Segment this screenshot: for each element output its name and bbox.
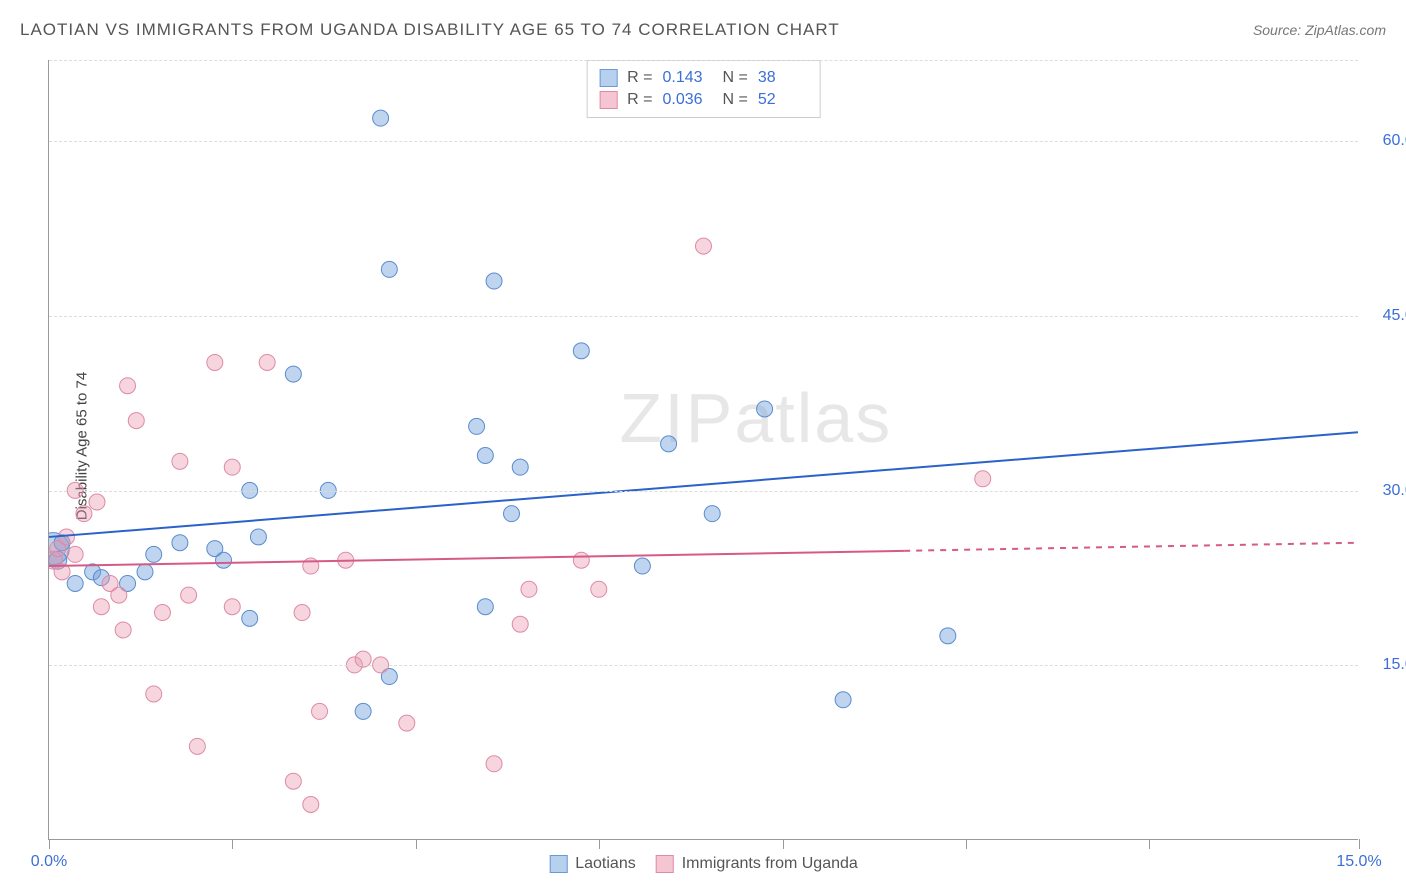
y-tick-label: 15.0% bbox=[1368, 656, 1406, 674]
scatter-point bbox=[975, 471, 991, 487]
source-text: Source: ZipAtlas.com bbox=[1253, 22, 1386, 38]
x-tick bbox=[966, 839, 967, 849]
stat-legend-row: R = 0.143 N = 38 bbox=[599, 67, 808, 89]
scatter-point bbox=[181, 587, 197, 603]
scatter-point bbox=[381, 261, 397, 277]
stat-n-label: N = bbox=[723, 69, 748, 87]
grid-line bbox=[49, 316, 1358, 317]
scatter-point bbox=[477, 448, 493, 464]
x-tick-label: 15.0% bbox=[1336, 853, 1381, 871]
scatter-point bbox=[294, 605, 310, 621]
scatter-point bbox=[940, 628, 956, 644]
series-name: Laotians bbox=[575, 855, 636, 873]
scatter-point bbox=[486, 273, 502, 289]
scatter-point bbox=[303, 796, 319, 812]
stat-legend-row: R = 0.036 N = 52 bbox=[599, 89, 808, 111]
stat-r-value: 0.036 bbox=[663, 91, 713, 109]
scatter-point bbox=[504, 506, 520, 522]
chart-title: LAOTIAN VS IMMIGRANTS FROM UGANDA DISABI… bbox=[20, 20, 840, 40]
scatter-point bbox=[224, 459, 240, 475]
scatter-point bbox=[835, 692, 851, 708]
scatter-point bbox=[89, 494, 105, 510]
scatter-point bbox=[207, 354, 223, 370]
grid-line bbox=[49, 665, 1358, 666]
x-tick bbox=[1359, 839, 1360, 849]
scatter-point bbox=[512, 616, 528, 632]
legend-swatch bbox=[656, 855, 674, 873]
scatter-svg bbox=[49, 60, 1358, 839]
x-tick bbox=[232, 839, 233, 849]
scatter-point bbox=[704, 506, 720, 522]
title-bar: LAOTIAN VS IMMIGRANTS FROM UGANDA DISABI… bbox=[20, 20, 1386, 40]
scatter-point bbox=[224, 599, 240, 615]
scatter-point bbox=[146, 686, 162, 702]
scatter-point bbox=[172, 535, 188, 551]
scatter-point bbox=[477, 599, 493, 615]
scatter-point bbox=[250, 529, 266, 545]
legend-swatch bbox=[549, 855, 567, 873]
scatter-point bbox=[154, 605, 170, 621]
series-legend-item: Immigrants from Uganda bbox=[656, 855, 858, 873]
y-tick-label: 45.0% bbox=[1368, 307, 1406, 325]
x-tick bbox=[416, 839, 417, 849]
scatter-point bbox=[355, 703, 371, 719]
grid-line bbox=[49, 60, 1358, 61]
scatter-point bbox=[259, 354, 275, 370]
scatter-point bbox=[115, 622, 131, 638]
scatter-point bbox=[399, 715, 415, 731]
scatter-point bbox=[757, 401, 773, 417]
x-tick bbox=[1149, 839, 1150, 849]
y-tick-label: 30.0% bbox=[1368, 482, 1406, 500]
x-tick bbox=[783, 839, 784, 849]
scatter-point bbox=[285, 773, 301, 789]
scatter-point bbox=[67, 575, 83, 591]
scatter-point bbox=[634, 558, 650, 574]
trend-line bbox=[49, 551, 904, 566]
scatter-point bbox=[512, 459, 528, 475]
plot-area: ZIPatlas R =0.143N =38R =0.036N =52 Laot… bbox=[48, 60, 1358, 840]
scatter-point bbox=[93, 599, 109, 615]
scatter-point bbox=[591, 581, 607, 597]
scatter-point bbox=[373, 110, 389, 126]
scatter-point bbox=[312, 703, 328, 719]
scatter-point bbox=[242, 610, 258, 626]
x-tick-label: 0.0% bbox=[31, 853, 67, 871]
scatter-point bbox=[486, 756, 502, 772]
legend-swatch bbox=[599, 91, 617, 109]
stat-r-value: 0.143 bbox=[663, 69, 713, 87]
stat-legend: R = 0.143 N = 38 R = 0.036 N = 52 bbox=[586, 60, 821, 118]
scatter-point bbox=[573, 343, 589, 359]
trend-line-dashed bbox=[904, 543, 1358, 551]
scatter-point bbox=[137, 564, 153, 580]
grid-line bbox=[49, 141, 1358, 142]
x-tick bbox=[49, 839, 50, 849]
stat-r-label: R = bbox=[627, 91, 652, 109]
stat-n-value: 52 bbox=[758, 91, 808, 109]
scatter-point bbox=[128, 413, 144, 429]
scatter-point bbox=[172, 453, 188, 469]
scatter-point bbox=[469, 418, 485, 434]
grid-line bbox=[49, 491, 1358, 492]
stat-n-value: 38 bbox=[758, 69, 808, 87]
scatter-point bbox=[111, 587, 127, 603]
legend-swatch bbox=[599, 69, 617, 87]
scatter-point bbox=[67, 546, 83, 562]
scatter-point bbox=[146, 546, 162, 562]
y-tick-label: 60.0% bbox=[1368, 132, 1406, 150]
scatter-point bbox=[695, 238, 711, 254]
stat-r-label: R = bbox=[627, 69, 652, 87]
scatter-point bbox=[661, 436, 677, 452]
x-tick bbox=[599, 839, 600, 849]
series-legend-item: Laotians bbox=[549, 855, 636, 873]
scatter-point bbox=[573, 552, 589, 568]
series-name: Immigrants from Uganda bbox=[682, 855, 858, 873]
scatter-point bbox=[285, 366, 301, 382]
scatter-point bbox=[120, 378, 136, 394]
scatter-point bbox=[76, 506, 92, 522]
scatter-point bbox=[216, 552, 232, 568]
series-legend: Laotians Immigrants from Uganda bbox=[549, 855, 858, 873]
scatter-point bbox=[521, 581, 537, 597]
scatter-point bbox=[189, 738, 205, 754]
stat-n-label: N = bbox=[723, 91, 748, 109]
